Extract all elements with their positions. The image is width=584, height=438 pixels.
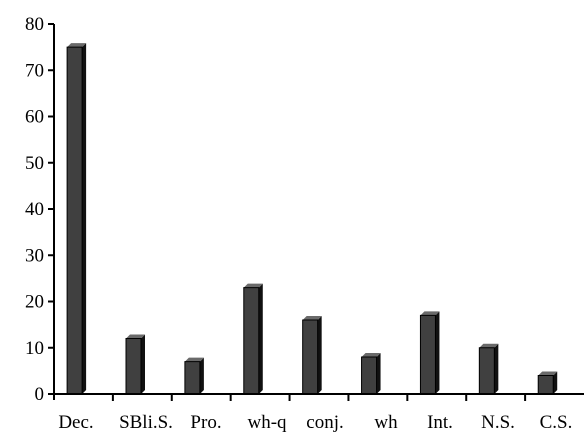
bar-front (243, 287, 260, 395)
bar-top (67, 43, 87, 48)
bar-front (537, 375, 554, 395)
bar-side (141, 334, 145, 394)
bar-top (126, 334, 145, 339)
bar-top (243, 283, 263, 288)
y-tick-label: 20 (25, 292, 44, 313)
bar-side (553, 371, 558, 394)
bar (419, 311, 440, 395)
bar (184, 357, 204, 395)
bar-top (420, 311, 440, 316)
x-axis: Dec. SBli.S. Pro. wh-q conj. wh Int. N.S. C.S. (48, 393, 584, 433)
bar-front (478, 347, 495, 395)
bar-side (435, 311, 440, 394)
bar-side (376, 353, 381, 394)
bar (243, 283, 263, 395)
x-tick-label: Int. (427, 412, 453, 433)
y-tick-label: 30 (25, 245, 44, 266)
bar (302, 316, 322, 395)
x-tick-label: conj. (306, 412, 343, 433)
y-tick-label: 0 (35, 384, 45, 405)
bar-top (184, 357, 204, 362)
bar-top (538, 371, 558, 376)
bar-front (125, 338, 142, 395)
bar-side (494, 343, 499, 394)
bar-side (317, 316, 322, 394)
bar-front (302, 319, 319, 395)
bar (66, 43, 87, 395)
bar-side (258, 283, 263, 394)
bar-front (184, 361, 201, 395)
x-tick-label: wh (374, 412, 398, 433)
x-tick-label: Dec. (58, 412, 93, 433)
bar (478, 343, 499, 395)
y-tick-label: 50 (25, 153, 44, 174)
bar-front (419, 314, 436, 395)
x-tick-label: C.S. (540, 412, 573, 433)
bar-top (302, 316, 322, 320)
bar-side (199, 357, 204, 394)
y-tick-label: 60 (25, 107, 44, 128)
y-tick-label: 40 (25, 199, 44, 220)
x-tick-label: N.S. (481, 412, 515, 433)
y-axis: 0 10 20 30 40 50 60 70 80 (25, 14, 55, 405)
bar (537, 371, 558, 395)
bars (66, 43, 558, 395)
y-tick-label: 10 (25, 338, 44, 359)
y-tick-label: 70 (25, 60, 44, 81)
x-tick-label: Pro. (190, 412, 221, 433)
x-tick-label: wh-q (247, 412, 287, 433)
bar (125, 334, 145, 395)
y-tick-label: 80 (25, 14, 44, 35)
x-tick-label: SBli.S. (119, 412, 173, 433)
bar-front (361, 356, 378, 395)
bar-top (479, 343, 499, 348)
bar-side (82, 43, 87, 394)
bar-front (66, 46, 83, 395)
bar-top (361, 353, 381, 357)
bar (361, 353, 381, 395)
